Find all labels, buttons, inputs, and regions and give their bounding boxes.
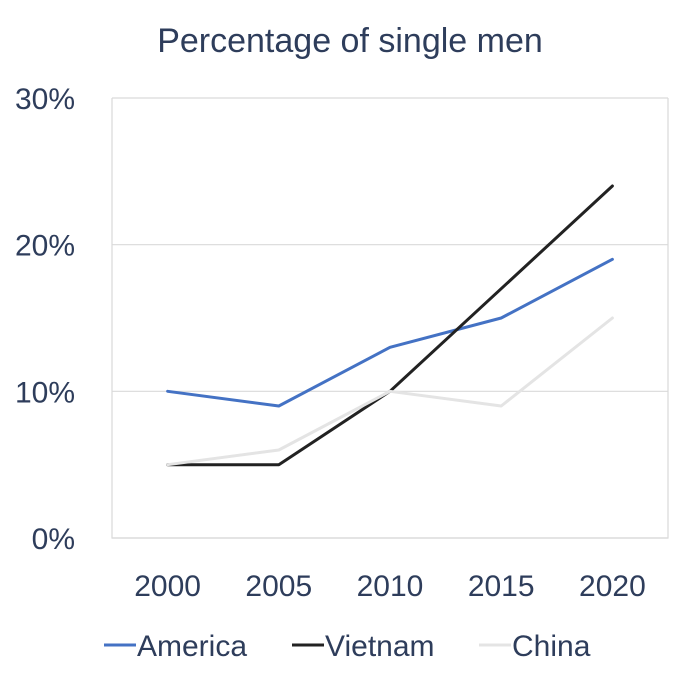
plot-frame bbox=[111, 98, 669, 539]
x-tick-label: 2010 bbox=[357, 570, 424, 603]
legend-label-vietnam: Vietnam bbox=[325, 630, 435, 663]
legend-label-america: America bbox=[137, 630, 247, 663]
x-tick-label: 2000 bbox=[134, 570, 201, 603]
x-tick-label: 2020 bbox=[579, 570, 646, 603]
series-line-vietnam bbox=[166, 184, 614, 467]
chart-title: Percentage of single men bbox=[157, 22, 543, 60]
legend: America Vietnam China bbox=[104, 630, 591, 663]
y-tick-label: 30% bbox=[15, 83, 75, 116]
x-tick-label: 2005 bbox=[245, 570, 312, 603]
y-tick-label: 20% bbox=[15, 230, 75, 263]
series-line-china bbox=[166, 316, 614, 467]
series-line-america bbox=[166, 257, 614, 408]
y-tick-label: 0% bbox=[32, 523, 75, 556]
y-tick-label: 10% bbox=[15, 376, 75, 409]
plot-area: 0% 10% 20% 30% 2000 2005 2010 2015 2020 bbox=[15, 83, 669, 603]
legend-label-china: China bbox=[512, 630, 591, 663]
x-tick-label: 2015 bbox=[468, 570, 535, 603]
